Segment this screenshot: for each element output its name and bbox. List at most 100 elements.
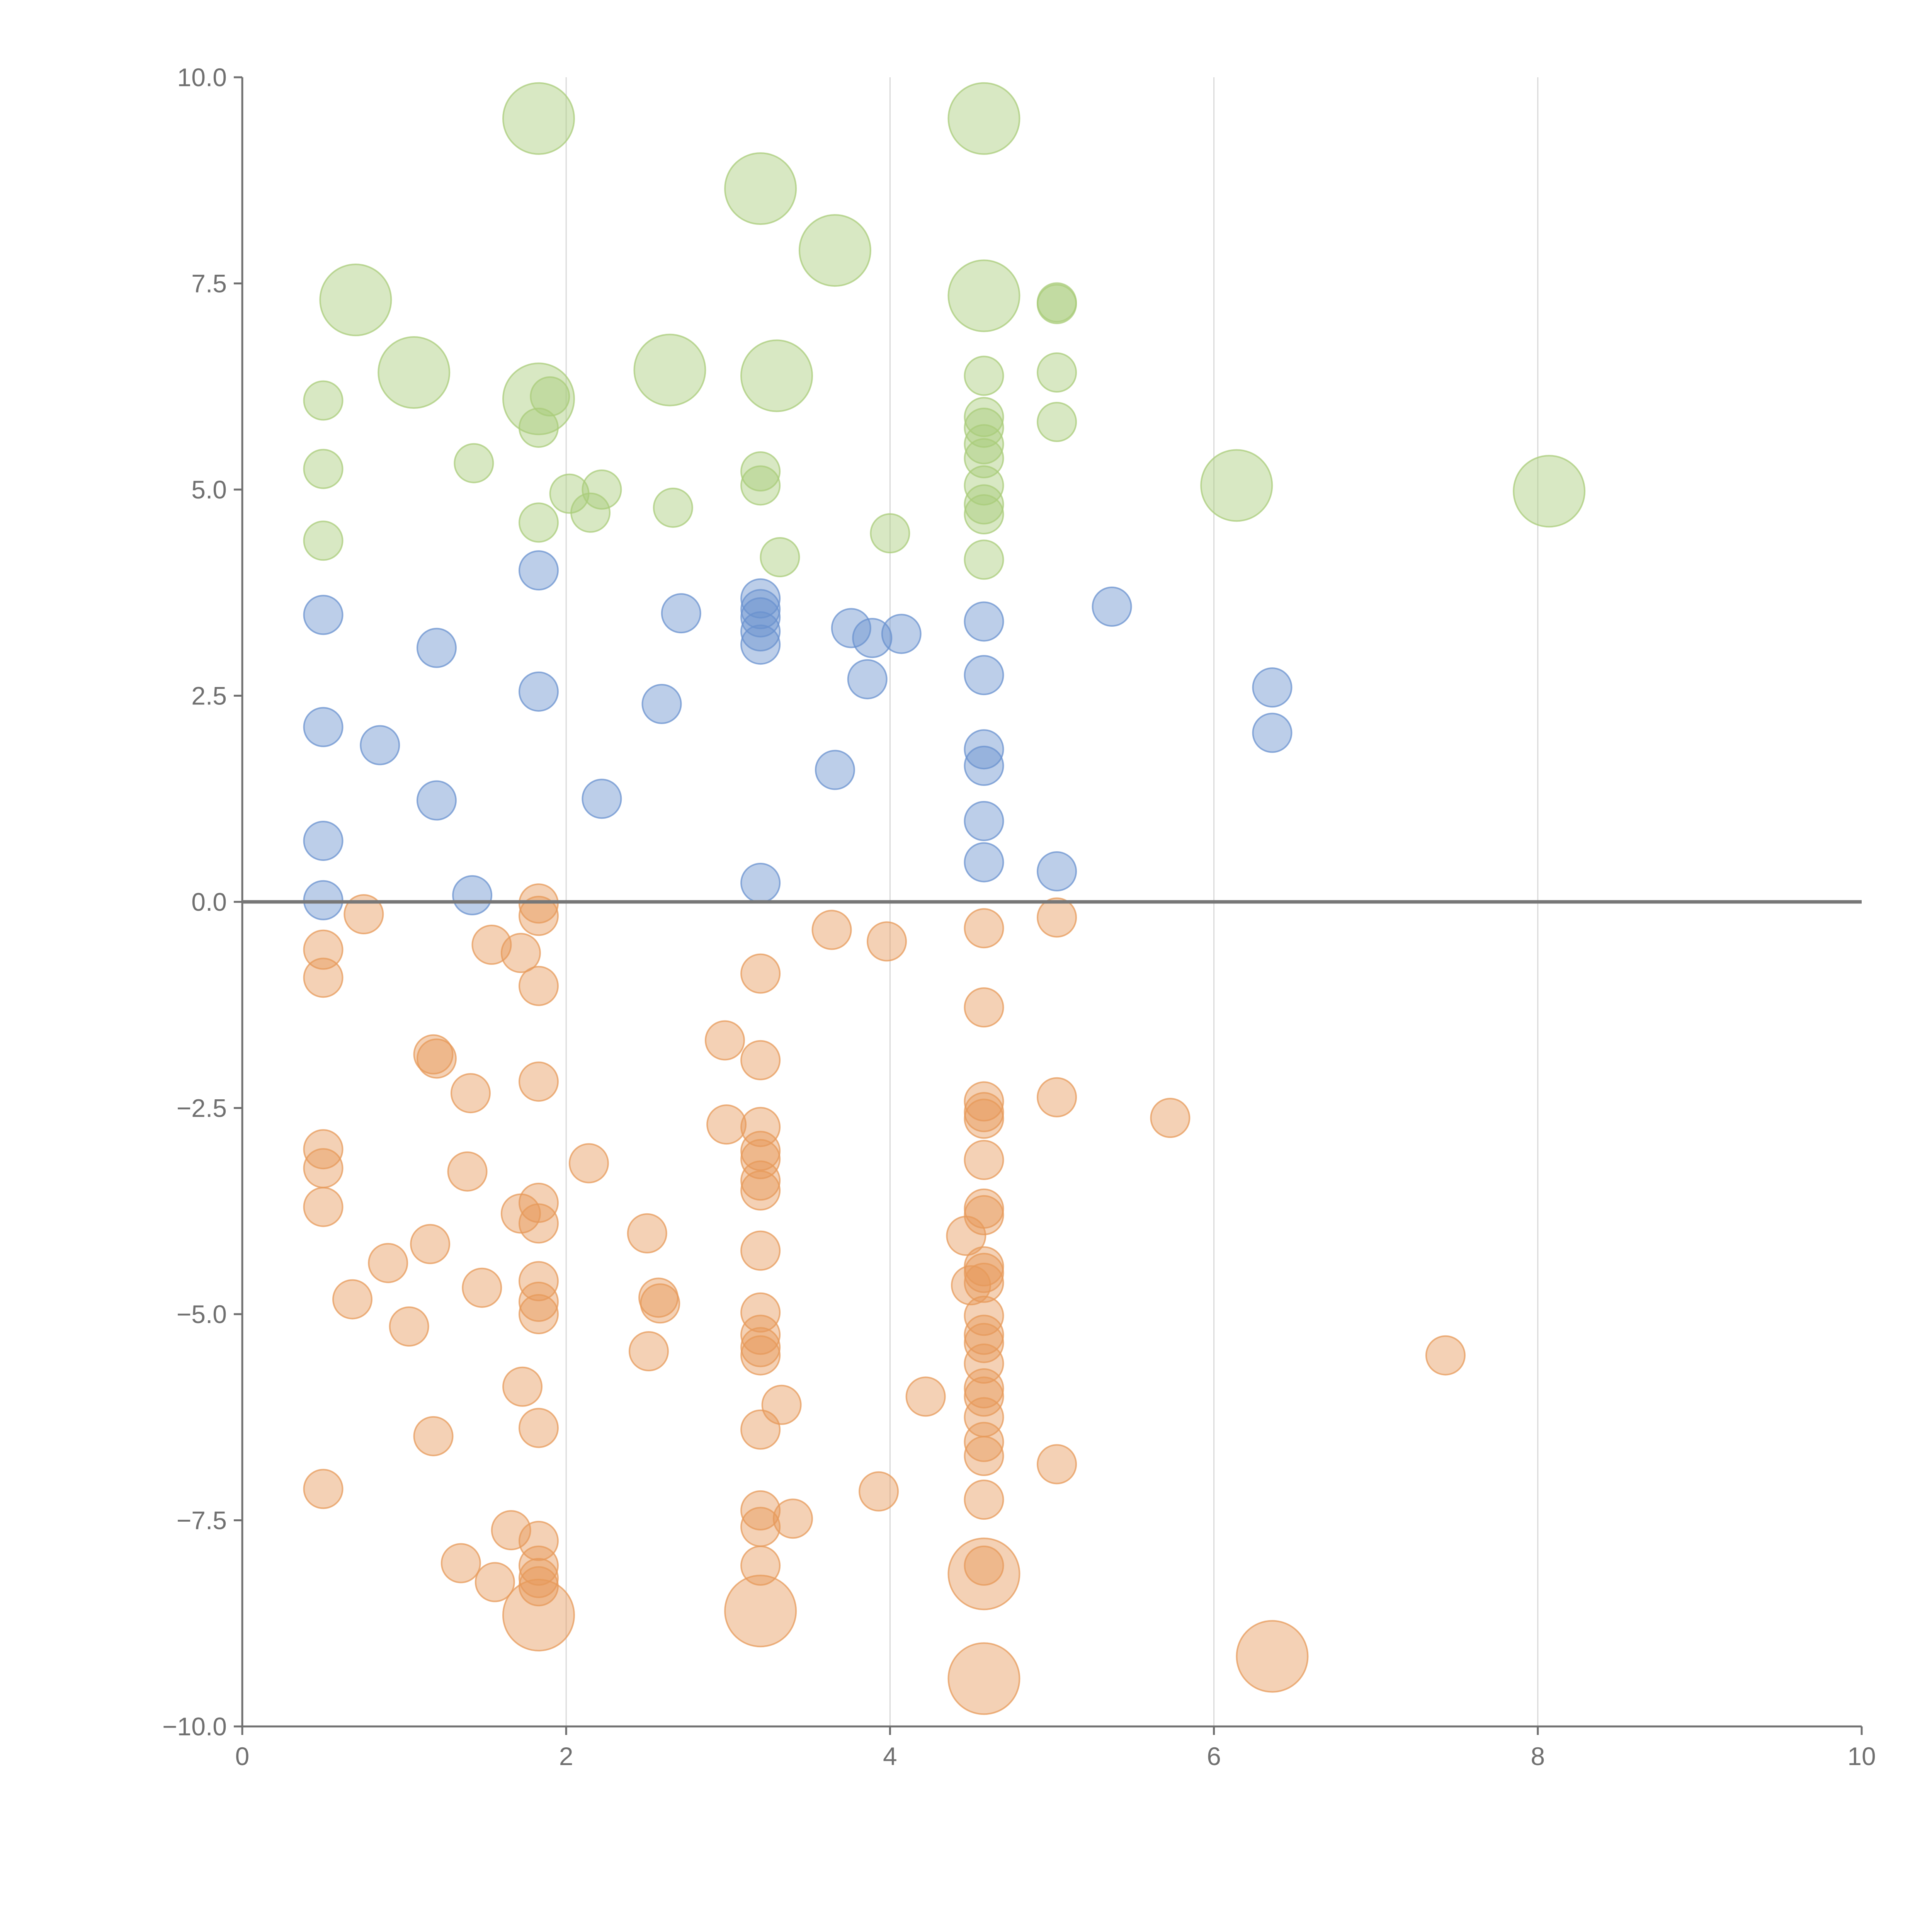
x-tick-label-0: 0 [235, 1742, 250, 1770]
series-blue [303, 550, 1293, 920]
point-orange-32 [303, 1148, 344, 1189]
point-orange-35 [740, 1170, 781, 1211]
point-green-2 [724, 152, 797, 225]
x-tick-label-4: 8 [1531, 1742, 1545, 1770]
point-orange-4 [964, 908, 1004, 949]
point-orange-48 [964, 1253, 1004, 1293]
point-blue-11 [852, 618, 893, 658]
point-orange-40 [500, 1193, 541, 1234]
series-orange [303, 883, 1466, 1715]
point-orange-10 [740, 953, 781, 994]
point-orange-18 [518, 1061, 559, 1102]
point-orange-76 [740, 1409, 781, 1450]
point-blue-0 [518, 550, 559, 591]
point-orange-94 [474, 1562, 515, 1602]
point-orange-93 [518, 1558, 559, 1598]
x-tick-label-2: 4 [883, 1742, 897, 1770]
y-tick-label-5: −2.5 [177, 1094, 227, 1122]
point-orange-45 [740, 1230, 781, 1271]
point-orange-92 [518, 1545, 559, 1586]
series-green [303, 82, 1586, 580]
point-green-32 [653, 487, 693, 528]
point-orange-72 [905, 1376, 946, 1417]
point-orange-64 [740, 1327, 781, 1367]
point-orange-49 [518, 1261, 559, 1301]
point-blue-26 [582, 779, 622, 819]
point-orange-51 [951, 1265, 991, 1306]
point-orange-19 [450, 1073, 491, 1114]
point-orange-37 [303, 1187, 344, 1227]
point-green-7 [633, 333, 706, 406]
point-orange-69 [502, 1366, 543, 1407]
point-orange-63 [964, 1323, 1004, 1363]
point-blue-18 [641, 684, 682, 724]
point-blue-27 [964, 801, 1004, 841]
point-orange-70 [964, 1368, 1004, 1409]
point-orange-8 [303, 929, 344, 970]
ticks-layer: 0 2 4 6 8 10 10.0 7.5 5.0 2.5 0.0 −2.5 −5.0 −7.5 −10.0 [162, 63, 1876, 1770]
point-orange-31 [568, 1143, 609, 1184]
point-orange-71 [964, 1376, 1004, 1417]
point-orange-59 [518, 1294, 559, 1334]
point-orange-16 [416, 1038, 457, 1079]
point-green-20 [964, 407, 1004, 448]
point-green-16 [1037, 352, 1077, 393]
point-green-22 [964, 424, 1004, 464]
point-green-26 [740, 451, 781, 492]
y-tick-label-2: 5.0 [191, 475, 227, 504]
point-orange-66 [1425, 1335, 1466, 1376]
point-blue-4 [661, 593, 701, 634]
point-blue-22 [964, 729, 1004, 770]
point-orange-25 [706, 1104, 747, 1145]
point-orange-98 [502, 1578, 575, 1651]
point-orange-11 [303, 957, 344, 998]
point-orange-91 [964, 1545, 1004, 1586]
point-orange-79 [964, 1436, 1004, 1476]
point-orange-52 [462, 1267, 502, 1308]
point-orange-43 [946, 1216, 986, 1256]
point-orange-97 [724, 1575, 797, 1648]
point-blue-21 [360, 725, 400, 765]
point-orange-21 [964, 1081, 1004, 1122]
point-orange-89 [440, 1543, 481, 1583]
x-tick-label-3: 6 [1207, 1742, 1221, 1770]
point-green-3 [798, 214, 871, 287]
point-orange-95 [518, 1566, 559, 1607]
point-blue-28 [303, 821, 344, 861]
point-orange-42 [627, 1213, 667, 1253]
point-blue-13 [416, 628, 457, 668]
y-tick-label-1: 7.5 [191, 269, 227, 298]
y-tick-label-6: −5.0 [177, 1300, 227, 1328]
point-green-35 [518, 502, 559, 543]
point-blue-7 [964, 601, 1004, 642]
points-layer [303, 82, 1586, 1715]
point-green-15 [964, 355, 1004, 396]
point-green-38 [760, 537, 800, 577]
point-orange-9 [500, 933, 541, 973]
point-blue-19 [303, 707, 344, 747]
point-blue-23 [964, 745, 1004, 786]
point-green-24 [303, 449, 344, 489]
point-blue-5 [303, 595, 344, 635]
point-green-4 [319, 264, 392, 337]
point-orange-5 [811, 910, 852, 950]
point-blue-31 [740, 862, 781, 903]
point-orange-26 [740, 1107, 781, 1147]
point-blue-9 [740, 611, 781, 652]
point-blue-10 [881, 614, 922, 654]
point-orange-61 [740, 1315, 781, 1355]
point-orange-80 [1037, 1444, 1077, 1485]
point-orange-34 [740, 1160, 781, 1201]
point-orange-14 [704, 1020, 745, 1061]
point-blue-32 [452, 875, 493, 915]
point-orange-20 [1037, 1077, 1077, 1117]
point-orange-88 [518, 1520, 559, 1561]
point-orange-54 [518, 1281, 559, 1322]
point-blue-3 [740, 589, 781, 629]
y-tick-label-3: 2.5 [191, 682, 227, 710]
point-orange-56 [640, 1283, 680, 1324]
point-orange-39 [964, 1195, 1004, 1235]
point-orange-65 [628, 1331, 669, 1372]
point-green-9 [502, 362, 575, 435]
